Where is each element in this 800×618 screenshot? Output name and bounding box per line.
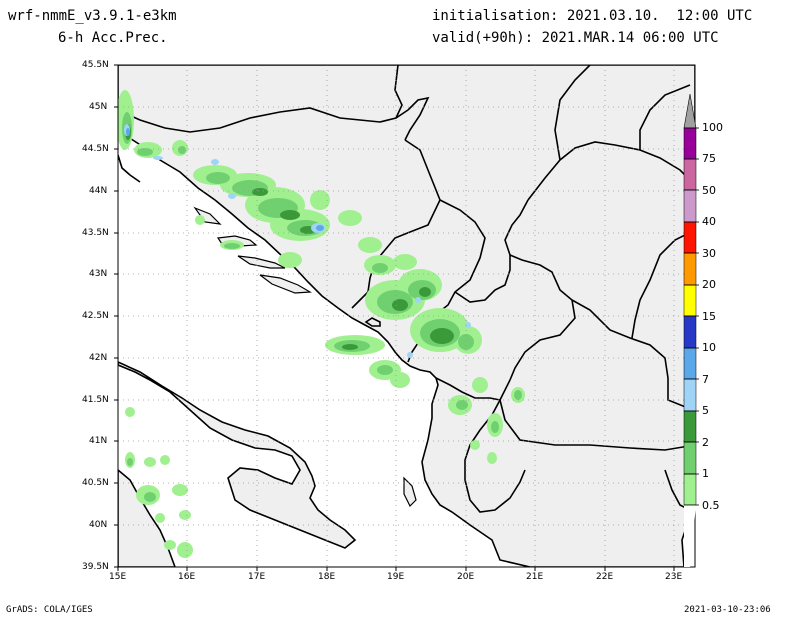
colorbar-label-0.5: 0.5 — [702, 499, 720, 512]
colorbar-cell-75-100 — [683, 127, 697, 160]
lat-label-45N: 45N — [89, 102, 108, 112]
colorbar-cell-1-2 — [683, 441, 697, 475]
colorbar-label-20: 20 — [702, 278, 716, 291]
colorbar-label-15: 15 — [702, 310, 716, 323]
colorbar-label-7: 7 — [702, 373, 709, 386]
colorbar-label-2: 2 — [702, 436, 709, 449]
lat-label-43.5N: 43.5N — [82, 228, 109, 238]
colorbar-cell-30-40 — [683, 221, 697, 254]
lon-label-20E: 20E — [457, 572, 475, 582]
colorbar-cell-5-7 — [683, 378, 697, 412]
island-2 — [237, 255, 286, 269]
model-title: wrf-nmmE_v3.9.1-e3km — [8, 8, 177, 24]
colorbar-label-40: 40 — [702, 215, 716, 228]
land-calabria — [118, 468, 176, 567]
init-time: initialisation: 2021.03.10. 12:00 UTC — [432, 8, 753, 24]
lon-label-19E: 19E — [387, 572, 405, 582]
axis-ticks — [114, 64, 675, 571]
colorbar-label-30: 30 — [702, 247, 716, 260]
precipitation-field — [118, 90, 525, 558]
island-3 — [259, 274, 312, 294]
colorbar-cell-10-15 — [683, 315, 697, 349]
colorbar-cell-40-50 — [683, 189, 697, 223]
lat-label-43N: 43N — [89, 269, 108, 279]
colorbar-cell-2-5 — [683, 410, 697, 443]
lon-label-23E: 23E — [665, 572, 683, 582]
lon-label-17E: 17E — [248, 572, 266, 582]
lat-label-45.5N: 45.5N — [82, 60, 109, 70]
colorbar-label-10: 10 — [702, 341, 716, 354]
lon-label-18E: 18E — [318, 572, 336, 582]
colorbar-label-100: 100 — [702, 121, 723, 134]
country-borders — [118, 65, 695, 513]
lat-label-44N: 44N — [89, 186, 108, 196]
lat-label-40.5N: 40.5N — [82, 478, 109, 488]
lat-label-41.5N: 41.5N — [82, 395, 109, 405]
grads-credit: GrADS: COLA/IGES — [6, 605, 93, 615]
colorbar-bottom-arrow — [684, 505, 696, 567]
colorbar-cell-50-75 — [683, 158, 697, 191]
land-italy — [118, 361, 357, 549]
lat-label-42N: 42N — [89, 353, 108, 363]
colorbar-cell-20-30 — [683, 252, 697, 286]
colorbar-label-50: 50 — [702, 184, 716, 197]
lon-label-22E: 22E — [596, 572, 614, 582]
colorbar-cell-7-10 — [683, 347, 697, 380]
valid-time: valid(+90h): 2021.MAR.14 06:00 UTC — [432, 30, 719, 46]
colorbar-label-5: 5 — [702, 404, 709, 417]
lon-label-16E: 16E — [178, 572, 196, 582]
lat-label-44.5N: 44.5N — [82, 144, 109, 154]
colorbar — [683, 93, 699, 567]
island-corfu — [403, 476, 417, 508]
lon-label-21E: 21E — [526, 572, 544, 582]
lat-label-41N: 41N — [89, 436, 108, 446]
colorbar-label-1: 1 — [702, 467, 709, 480]
field-title: 6-h Acc.Prec. — [58, 30, 168, 46]
colorbar-cell-0.5-1 — [683, 473, 697, 506]
colorbar-label-75: 75 — [702, 152, 716, 165]
colorbar-cell-15-20 — [683, 284, 697, 317]
render-timestamp: 2021-03-10-23:06 — [684, 605, 771, 615]
grid-lines — [118, 65, 695, 567]
lat-label-39.5N: 39.5N — [82, 562, 109, 572]
lon-label-15E: 15E — [109, 572, 127, 582]
lat-label-40N: 40N — [89, 520, 108, 530]
lat-label-42.5N: 42.5N — [82, 311, 109, 321]
